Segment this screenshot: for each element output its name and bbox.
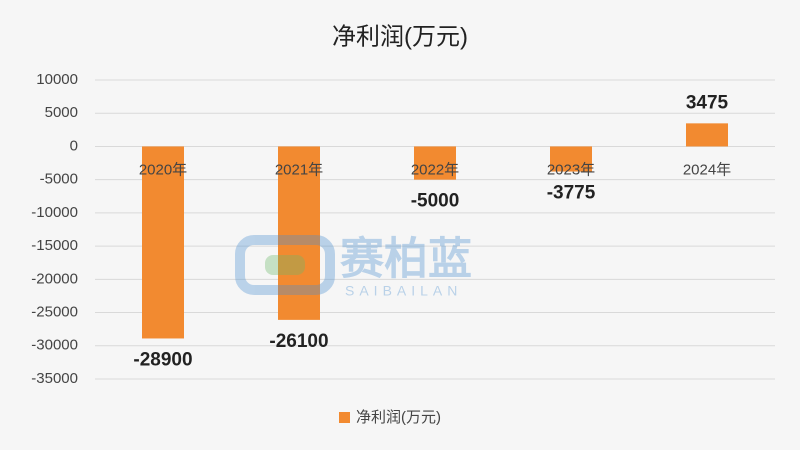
data-label: -5000 — [411, 191, 460, 212]
watermark: 赛柏蓝 SAIBAILAN — [235, 235, 472, 299]
bar — [142, 146, 184, 339]
y-tick-label: -20000 — [31, 270, 78, 287]
watermark-text: 赛柏蓝 — [340, 235, 472, 284]
y-tick-label: -5000 — [40, 171, 78, 188]
y-tick-label: -35000 — [31, 370, 78, 387]
legend-swatch — [339, 412, 350, 423]
bar — [550, 146, 592, 172]
x-tick-label: 2022年 — [411, 161, 459, 178]
bar — [414, 146, 456, 180]
x-tick-label: 2024年 — [683, 161, 731, 178]
y-tick-label: -15000 — [31, 237, 78, 254]
y-tick-label: -25000 — [31, 304, 78, 321]
data-label: 3475 — [686, 92, 729, 113]
data-label: -26100 — [269, 331, 328, 352]
watermark-subtext: SAIBAILAN — [345, 283, 462, 299]
y-tick-label: 5000 — [45, 104, 78, 121]
data-label: -28900 — [133, 349, 192, 370]
x-tick-label: 2020年 — [139, 161, 187, 178]
watermark-logo — [265, 255, 305, 275]
bar — [686, 123, 728, 147]
data-label: -3775 — [547, 183, 596, 204]
y-tick-label: -30000 — [31, 337, 78, 354]
x-tick-label: 2023年 — [547, 161, 595, 178]
watermark-logo — [235, 235, 335, 295]
y-tick-label: 0 — [70, 137, 78, 154]
legend-label: 净利润(万元) — [356, 409, 441, 426]
bar — [278, 146, 320, 320]
x-tick-label: 2021年 — [275, 161, 323, 178]
y-tick-label: 10000 — [36, 71, 78, 88]
chart-title: 净利润(万元) — [332, 23, 468, 50]
y-tick-label: -10000 — [31, 204, 78, 221]
